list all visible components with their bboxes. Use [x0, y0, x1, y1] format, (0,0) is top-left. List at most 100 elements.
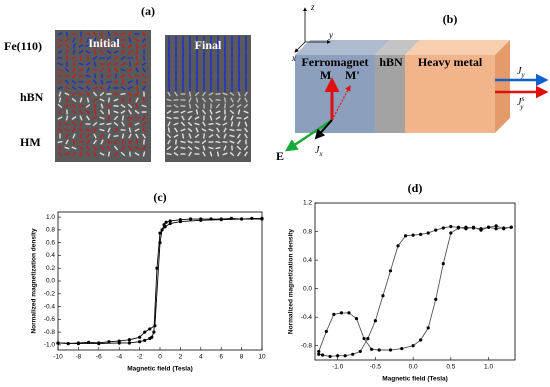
spin — [106, 103, 112, 109]
spin — [57, 38, 63, 42]
data-point — [366, 336, 370, 341]
data-point — [199, 218, 203, 222]
spin — [127, 103, 133, 109]
field-arrow — [284, 118, 333, 152]
data-point — [377, 348, 381, 352]
data-point — [434, 297, 438, 301]
spin — [167, 91, 171, 97]
x-tick-label: -10 — [53, 354, 63, 361]
y-tick-label: -0.6 — [44, 316, 56, 323]
spin — [134, 146, 140, 150]
data-point — [189, 217, 193, 221]
spin — [223, 103, 227, 109]
spin — [113, 128, 119, 132]
spin — [209, 115, 213, 121]
spin — [66, 61, 68, 67]
data-point — [152, 330, 156, 334]
spin — [167, 127, 171, 133]
spin — [187, 121, 193, 127]
data-point — [396, 244, 400, 248]
spin — [99, 128, 105, 132]
spin — [57, 79, 63, 85]
spin — [64, 92, 70, 96]
spin — [113, 145, 119, 151]
spin — [57, 44, 63, 48]
spin — [65, 43, 69, 49]
spin — [229, 151, 235, 157]
spin — [99, 91, 105, 97]
subscript: x — [318, 150, 323, 158]
spin — [188, 151, 192, 157]
spin — [120, 49, 126, 55]
spin — [113, 110, 119, 114]
spin — [174, 127, 178, 133]
spin — [222, 152, 228, 156]
spin — [173, 122, 179, 126]
data-point — [400, 346, 404, 351]
spin — [141, 85, 147, 91]
spin — [86, 37, 90, 43]
spin — [181, 133, 185, 139]
x-axis-label: Magnetic field (Tesla) — [127, 366, 193, 373]
spin — [201, 139, 207, 145]
symbol: Js y — [517, 95, 524, 111]
spin — [236, 139, 242, 145]
spin — [113, 32, 119, 36]
data-point — [168, 219, 172, 223]
plot-frame — [314, 202, 516, 361]
spin — [113, 62, 119, 66]
spin — [142, 67, 146, 73]
spin — [120, 145, 126, 151]
data-point — [351, 352, 355, 356]
data-point — [347, 311, 351, 315]
x-tick-label: -2 — [137, 354, 143, 361]
y-axis-label: Normalized magnetization density — [31, 228, 38, 333]
data-point — [479, 228, 483, 232]
spin — [167, 139, 171, 145]
spin — [113, 98, 119, 102]
spin — [173, 145, 179, 151]
data-point — [163, 225, 167, 229]
spin — [180, 110, 186, 114]
spin — [223, 97, 227, 103]
spin — [135, 133, 139, 139]
data-point — [494, 227, 498, 231]
spin — [57, 74, 63, 78]
spin — [72, 37, 76, 43]
data-point — [143, 330, 147, 334]
spin — [188, 91, 192, 97]
data-point — [373, 319, 377, 323]
spin — [64, 146, 70, 150]
spin — [107, 85, 111, 91]
spin — [78, 62, 84, 66]
layer-label: hBN — [379, 55, 403, 69]
spin — [141, 121, 147, 127]
spin — [99, 38, 105, 42]
spin — [244, 121, 248, 127]
spin — [107, 97, 111, 103]
spin — [135, 79, 139, 85]
spin — [134, 74, 140, 78]
spin — [121, 121, 125, 127]
spin — [114, 73, 118, 79]
spin — [106, 80, 112, 84]
spin — [86, 151, 90, 157]
spin — [195, 127, 199, 133]
y-tick-label: 0.8 — [303, 228, 312, 235]
spin — [127, 92, 133, 96]
spin — [135, 55, 139, 61]
spin — [243, 110, 249, 114]
sim-final — [165, 35, 251, 162]
spin — [106, 145, 112, 151]
spin — [127, 116, 133, 120]
symbol: M' — [345, 68, 360, 82]
spin — [71, 103, 77, 109]
spin — [215, 116, 221, 120]
spin — [187, 145, 193, 151]
spin — [72, 43, 76, 49]
spin — [127, 145, 133, 151]
spin — [216, 127, 220, 133]
spin — [120, 62, 126, 66]
data-point — [127, 338, 131, 342]
spin — [78, 86, 84, 90]
